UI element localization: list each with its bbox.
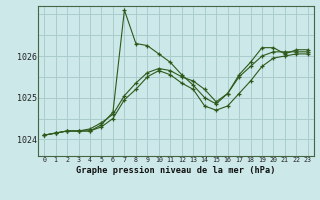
X-axis label: Graphe pression niveau de la mer (hPa): Graphe pression niveau de la mer (hPa): [76, 166, 276, 175]
